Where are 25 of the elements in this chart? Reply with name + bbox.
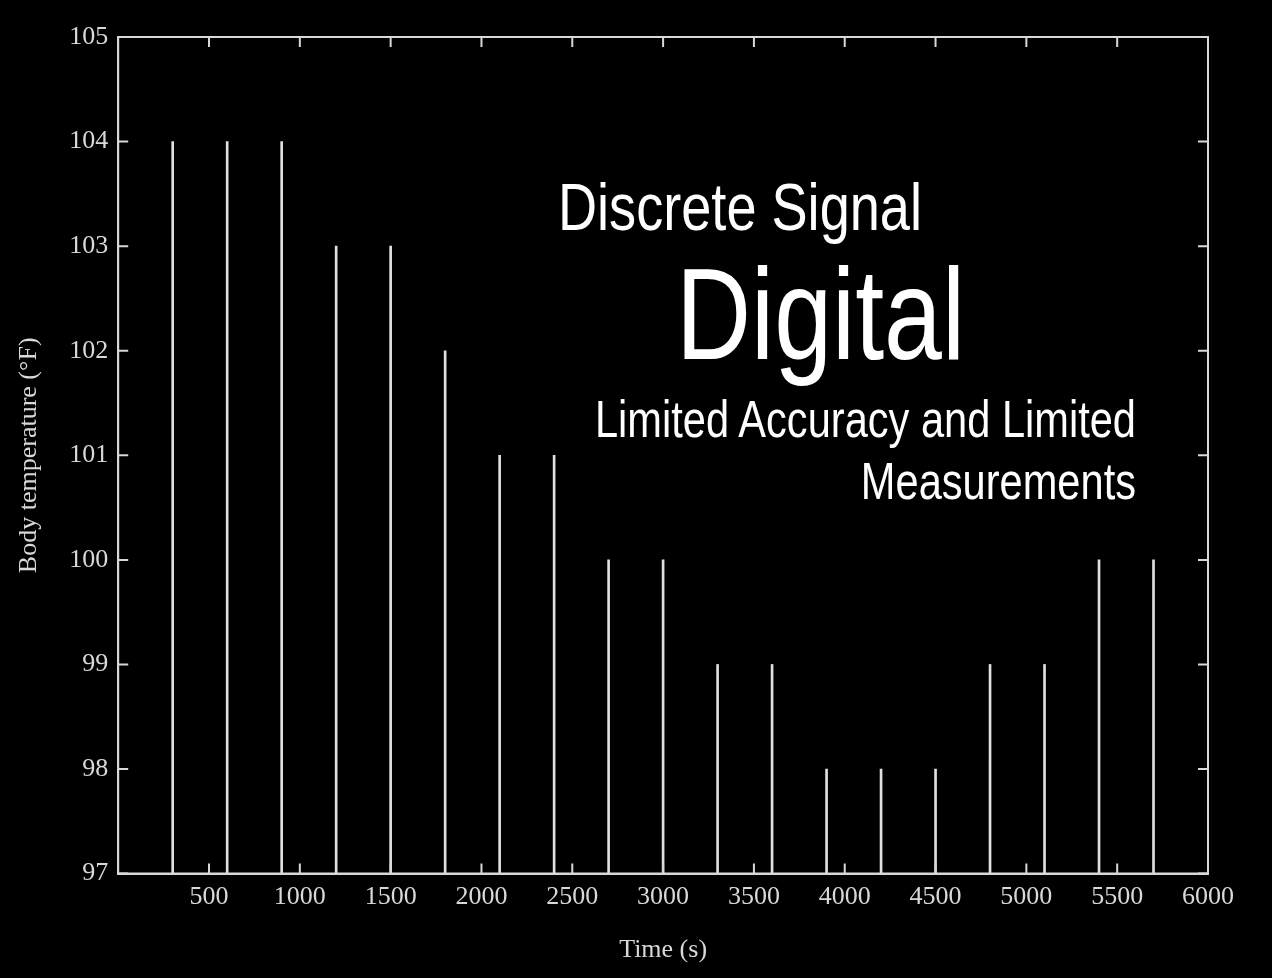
y-tick-label: 100 <box>69 543 109 573</box>
x-tick-label: 5000 <box>1000 881 1053 911</box>
y-tick-label: 101 <box>69 439 109 469</box>
y-tick-label: 102 <box>69 334 109 364</box>
x-tick-label: 3000 <box>637 881 690 911</box>
x-tick-label: 5500 <box>1091 881 1144 911</box>
x-tick-label: 6000 <box>1182 881 1234 911</box>
x-tick-label: 500 <box>189 881 229 911</box>
y-tick-label: 103 <box>69 229 109 259</box>
y-tick-label: 97 <box>82 857 109 887</box>
y-tick-label: 105 <box>69 20 109 50</box>
x-tick-label: 2000 <box>455 881 508 911</box>
y-tick-label: 104 <box>69 125 109 155</box>
y-axis-title: Body temperature (°F) <box>13 337 43 574</box>
x-tick-label: 1500 <box>364 881 417 911</box>
x-tick-label: 4000 <box>818 881 871 911</box>
x-tick-label: 1000 <box>273 881 326 911</box>
x-tick-label: 2500 <box>546 881 599 911</box>
annotation: Limited Accuracy and Limited Measurements <box>593 389 1136 513</box>
x-tick-label: 4500 <box>909 881 962 911</box>
annotation: Discrete Signal <box>558 169 922 246</box>
x-tick-label: 3500 <box>727 881 780 911</box>
y-tick-label: 98 <box>82 752 109 782</box>
x-axis-title: Time (s) <box>619 934 708 964</box>
y-tick-label: 99 <box>82 648 109 678</box>
